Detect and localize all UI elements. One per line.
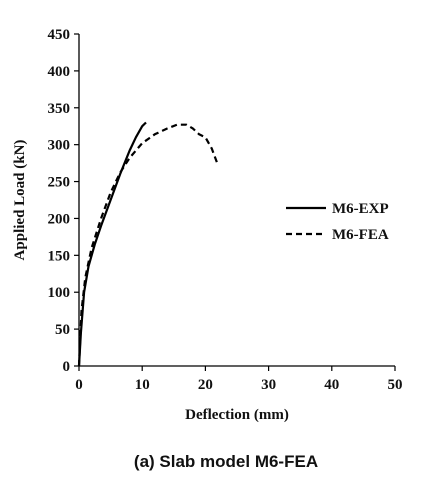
chart-caption: (a) Slab model M6-FEA: [134, 452, 318, 471]
series-line-m6-fea: [77, 123, 220, 367]
x-tick-label: 40: [324, 377, 339, 393]
x-axis-title: Deflection (mm): [185, 407, 289, 423]
legend-label-m6-exp: M6-EXP: [332, 201, 389, 217]
y-tick-label: 200: [48, 211, 71, 227]
legend-label-m6-fea: M6-FEA: [332, 227, 389, 243]
y-tick-label: 300: [48, 138, 71, 154]
x-tick-label: 50: [388, 377, 403, 393]
y-tick-label: 450: [48, 27, 71, 43]
y-axis-ticks: 0 50 100 150 200 250 300 350 400 450: [48, 27, 79, 375]
x-tick-label: 0: [75, 377, 83, 393]
y-tick-label: 350: [48, 101, 71, 117]
y-axis-title: Applied Load (kN): [12, 140, 28, 261]
x-tick-label: 20: [198, 377, 213, 393]
legend: M6-EXP M6-FEA: [286, 201, 389, 243]
y-tick-label: 250: [48, 175, 71, 191]
y-tick-label: 400: [48, 64, 71, 80]
series-layer: [77, 121, 220, 367]
y-tick-label: 0: [63, 359, 71, 375]
chart-axes: [78, 34, 395, 367]
y-tick-label: 150: [48, 248, 71, 264]
y-tick-label: 50: [55, 322, 70, 338]
x-tick-label: 10: [135, 377, 150, 393]
y-tick-label: 100: [48, 285, 71, 301]
x-tick-label: 30: [261, 377, 276, 393]
x-axis-ticks: 0 10 20 30 40 50: [75, 366, 403, 393]
series-line-m6-exp: [77, 121, 147, 367]
